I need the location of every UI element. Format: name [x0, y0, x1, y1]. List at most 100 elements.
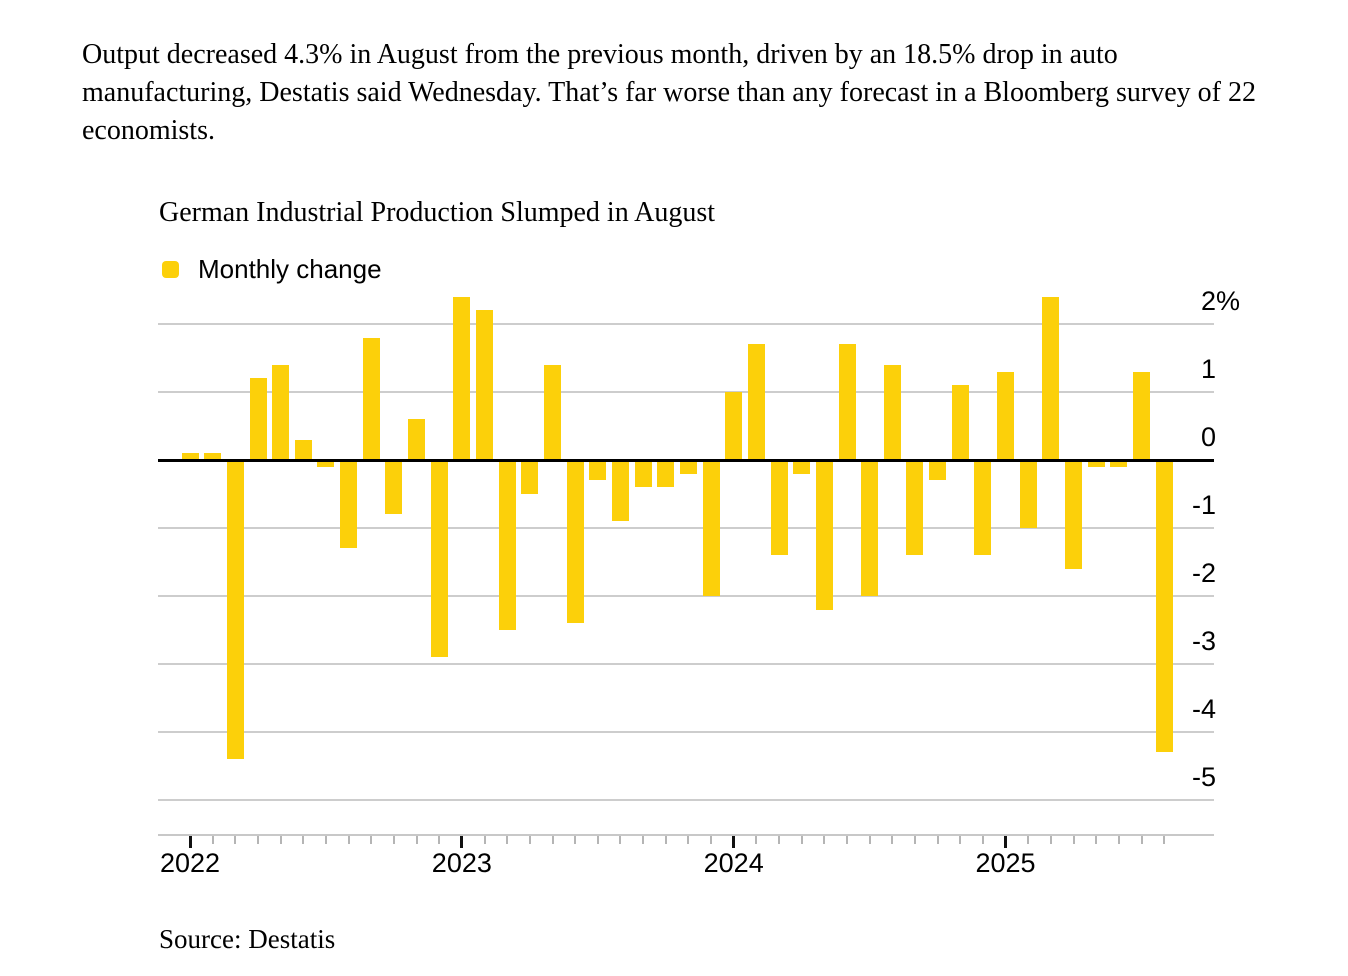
month-tick: [1163, 836, 1166, 844]
bar: [589, 460, 607, 481]
bar: [634, 460, 652, 488]
month-tick: [891, 836, 894, 844]
bar: [679, 460, 697, 474]
bar: [770, 460, 788, 556]
bar: [861, 460, 879, 596]
month-tick: [551, 836, 554, 844]
month-tick: [1095, 836, 1098, 844]
y-axis-label: -5: [1191, 762, 1216, 792]
month-tick: [936, 836, 939, 844]
month-tick: [347, 836, 350, 844]
bar: [566, 460, 584, 624]
month-tick: [370, 836, 373, 844]
month-tick: [778, 836, 780, 844]
bar: [544, 364, 561, 460]
month-tick: [1117, 836, 1120, 844]
month-tick: [664, 836, 667, 844]
gridline: [158, 595, 1214, 597]
month-tick: [392, 836, 395, 844]
month-tick: [755, 836, 758, 844]
year-tick: [732, 836, 736, 848]
x-axis-year-label: 2023: [431, 848, 492, 878]
gridline: [158, 731, 1214, 733]
bar: [340, 460, 358, 549]
chart-legend: Monthly change: [162, 254, 382, 285]
month-tick: [642, 836, 645, 844]
gridline: [158, 799, 1214, 801]
month-tick: [981, 836, 984, 844]
month-tick: [257, 836, 259, 844]
bar: [204, 453, 222, 460]
bar: [272, 364, 290, 460]
bar: [1155, 460, 1173, 753]
month-tick: [1049, 836, 1052, 844]
bar: [430, 460, 448, 658]
month-tick: [846, 836, 848, 844]
month-tick: [483, 836, 486, 844]
bar: [611, 460, 629, 522]
bar: [906, 460, 924, 556]
month-tick: [506, 836, 509, 844]
bar: [249, 378, 267, 460]
month-tick: [868, 836, 871, 844]
month-tick: [687, 836, 690, 844]
bar: [1133, 371, 1150, 460]
bar: [521, 460, 539, 494]
month-tick: [302, 836, 305, 844]
month-tick: [1072, 836, 1075, 844]
bar: [725, 392, 743, 460]
bar: [1087, 460, 1105, 467]
bar: [997, 371, 1014, 460]
month-tick: [596, 836, 599, 844]
bar: [476, 310, 493, 460]
bar: [838, 344, 856, 460]
zero-baseline: [158, 459, 1214, 462]
x-axis-year-label: 2024: [703, 848, 764, 878]
bar: [747, 344, 765, 460]
bar: [1110, 460, 1128, 467]
bar: [408, 419, 425, 460]
gridline: [158, 391, 1214, 393]
month-tick: [234, 836, 237, 844]
x-axis-year-label: 2022: [159, 848, 221, 878]
bar: [362, 337, 380, 460]
month-tick: [438, 836, 441, 844]
month-tick: [211, 836, 214, 844]
article-paragraph: Output decreased 4.3% in August from the…: [82, 39, 1256, 146]
bar: [951, 385, 969, 460]
gridline: [158, 663, 1214, 665]
bar: [317, 460, 335, 467]
month-tick: [574, 836, 577, 844]
x-axis-year-label: 2025: [975, 848, 1036, 878]
bar: [1019, 460, 1037, 528]
y-axis-label: -4: [1191, 694, 1216, 724]
year-tick: [460, 836, 464, 848]
bar: [181, 453, 199, 460]
year-tick: [1004, 836, 1007, 848]
year-tick: [188, 836, 192, 848]
y-axis-label: -3: [1191, 626, 1216, 656]
month-tick: [279, 836, 282, 844]
bar: [385, 460, 403, 515]
chart-title: German Industrial Production Slumped in …: [159, 197, 716, 228]
month-tick: [959, 836, 962, 844]
bar: [883, 364, 901, 460]
bar: [1065, 460, 1082, 569]
bar: [974, 460, 992, 556]
percent-sign: %: [1216, 286, 1241, 316]
legend-swatch-icon: [162, 261, 179, 278]
month-tick: [710, 836, 712, 844]
legend-label: Monthly change: [198, 254, 382, 284]
bar: [453, 296, 471, 460]
bar: [702, 460, 720, 596]
y-axis-label: -2: [1191, 558, 1216, 588]
gridline: [158, 527, 1214, 529]
month-tick: [800, 836, 803, 844]
y-axis-label: -1: [1191, 490, 1216, 520]
bar: [226, 460, 244, 760]
bar: [657, 460, 675, 488]
y-axis-label: 0: [1200, 422, 1216, 452]
bar: [294, 439, 312, 460]
